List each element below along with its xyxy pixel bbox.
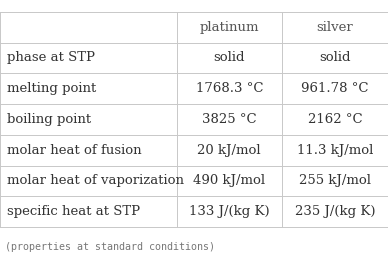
Text: 961.78 °C: 961.78 °C — [301, 82, 369, 95]
Text: melting point: melting point — [7, 82, 96, 95]
Text: 3825 °C: 3825 °C — [202, 113, 256, 126]
Text: 2162 °C: 2162 °C — [308, 113, 362, 126]
Text: phase at STP: phase at STP — [7, 51, 95, 64]
Text: 133 J/(kg K): 133 J/(kg K) — [189, 205, 270, 218]
Text: 11.3 kJ/mol: 11.3 kJ/mol — [297, 144, 373, 157]
Text: silver: silver — [317, 21, 353, 34]
Text: solid: solid — [319, 51, 351, 64]
Text: molar heat of vaporization: molar heat of vaporization — [7, 174, 184, 187]
Text: 255 kJ/mol: 255 kJ/mol — [299, 174, 371, 187]
Text: solid: solid — [213, 51, 245, 64]
Text: (properties at standard conditions): (properties at standard conditions) — [5, 242, 215, 252]
Text: boiling point: boiling point — [7, 113, 91, 126]
Text: 1768.3 °C: 1768.3 °C — [196, 82, 263, 95]
Text: 20 kJ/mol: 20 kJ/mol — [197, 144, 261, 157]
Text: specific heat at STP: specific heat at STP — [7, 205, 140, 218]
Text: molar heat of fusion: molar heat of fusion — [7, 144, 142, 157]
Text: 235 J/(kg K): 235 J/(kg K) — [295, 205, 375, 218]
Text: platinum: platinum — [199, 21, 259, 34]
Text: 490 kJ/mol: 490 kJ/mol — [193, 174, 265, 187]
